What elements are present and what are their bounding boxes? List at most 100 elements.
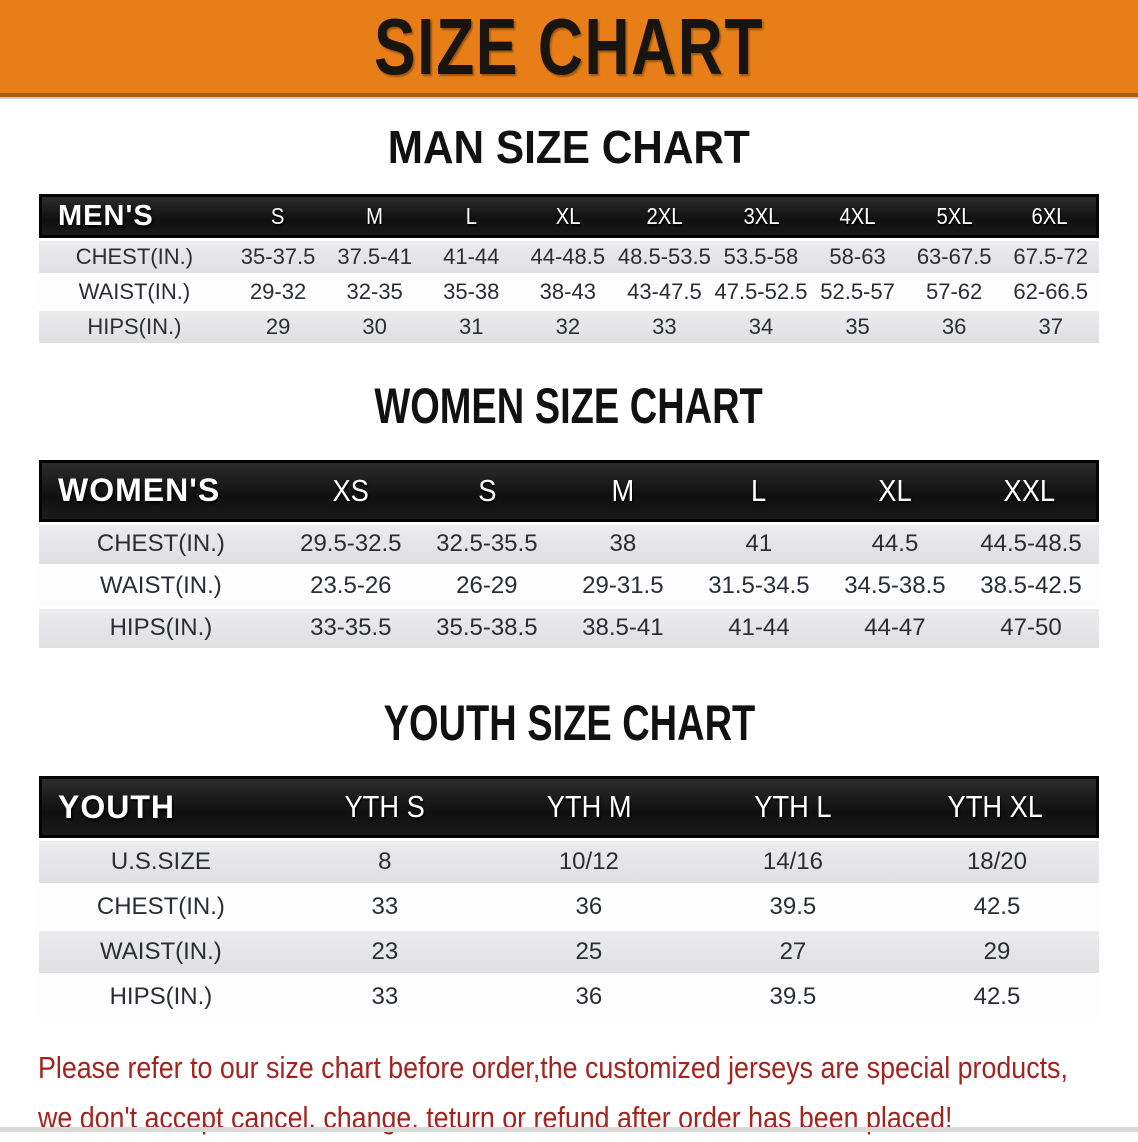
table-group-label: MEN'S	[58, 199, 154, 232]
mens-section-heading-text: MAN SIZE CHART	[387, 121, 751, 173]
size-value: 38.5-42.5	[962, 566, 1099, 606]
size-value: 35-37.5	[229, 241, 327, 274]
size-value: 36	[905, 311, 1003, 344]
size-value: 53.5-58	[712, 241, 810, 274]
size-column-header: S	[229, 194, 327, 239]
table-group-header-cell: MEN'S	[39, 194, 230, 239]
size-value: 29-32	[229, 276, 327, 309]
table-row: U.S.SIZE 8 10/12 14/16 18/20	[39, 841, 1099, 884]
size-column-header: L	[422, 194, 520, 239]
size-value: 62-66.5	[1002, 276, 1099, 309]
size-value: 42.5	[894, 886, 1099, 929]
size-column-label: XL	[878, 472, 912, 508]
size-value: 41-44	[422, 241, 520, 274]
table-group-label: WOMEN'S	[58, 472, 221, 509]
size-column-label: L	[465, 202, 477, 229]
size-column-header: YTH XL	[894, 776, 1099, 839]
size-column-header: XL	[519, 194, 617, 239]
table-row: WAIST(IN.) 23.5-26 26-29 29-31.5 31.5-34.5 34…	[39, 566, 1099, 606]
size-value: 44.5	[826, 524, 963, 564]
size-column-header: 2XL	[616, 194, 713, 239]
size-column-header: S	[418, 459, 555, 522]
size-column-label: M	[611, 472, 635, 508]
size-column-label: 3XL	[742, 202, 779, 229]
size-column-label: XXL	[1003, 472, 1056, 508]
size-column-header: YTH S	[282, 776, 487, 839]
size-column-label: 4XL	[839, 202, 876, 229]
size-column-header: XXL	[962, 459, 1099, 522]
size-column-header: 5XL	[905, 194, 1003, 239]
size-value: 38-43	[519, 276, 617, 309]
table-row: WAIST(IN.) 23 25 27 29	[39, 931, 1099, 974]
size-chart-banner: SIZE CHART	[0, 0, 1138, 97]
womens-section-heading: WOMEN SIZE CHART	[0, 380, 1138, 433]
size-value: 34	[712, 311, 810, 344]
size-chart-sections: MAN SIZE CHART MEN'S S M L XL 2XL 3XL 4XL 5XL 6XL C…	[0, 123, 1138, 1021]
size-value: 42.5	[894, 976, 1099, 1019]
size-value: 27	[690, 931, 895, 974]
size-value: 32.5-35.5	[418, 524, 555, 564]
womens-size-table: WOMEN'S XS S M L XL XXL CHEST(IN.) 29.5-32.5 32.5…	[39, 457, 1099, 651]
size-column-label: YTH M	[546, 789, 632, 825]
size-column-header: M	[326, 194, 423, 239]
table-row: CHEST(IN.) 35-37.5 37.5-41 41-44 44-48.5 48.5…	[39, 241, 1099, 274]
size-column-header: 3XL	[712, 194, 810, 239]
table-header-row: YOUTH YTH S YTH M YTH L YTH XL	[39, 776, 1099, 839]
size-column-label: YTH L	[754, 789, 832, 825]
size-column-label: XL	[555, 202, 581, 229]
size-value: 29	[229, 311, 327, 344]
youth-size-table: YOUTH YTH S YTH M YTH L YTH XL U.S.SIZE 8 10/12…	[39, 773, 1099, 1021]
size-column-label: L	[751, 472, 767, 508]
table-row: HIPS(IN.) 29 30 31 32 33 34 35 36 37	[39, 311, 1099, 344]
row-label: CHEST(IN.)	[39, 241, 230, 274]
table-row: HIPS(IN.) 33-35.5 35.5-38.5 38.5-41 41-44 44-…	[39, 608, 1099, 648]
footer-note: Please refer to our size chart before or…	[0, 1043, 1138, 1142]
size-value: 44-48.5	[519, 241, 617, 274]
size-value: 29.5-32.5	[282, 524, 419, 564]
mens-size-table: MEN'S S M L XL 2XL 3XL 4XL 5XL 6XL CHEST(IN.) 35-37…	[39, 191, 1099, 346]
size-value: 10/12	[486, 841, 691, 884]
size-column-header: L	[690, 459, 827, 522]
size-value: 32-35	[326, 276, 423, 309]
size-column-header: 6XL	[1002, 194, 1099, 239]
size-value: 39.5	[690, 976, 895, 1019]
size-column-header: YTH M	[486, 776, 691, 839]
size-column-header: M	[554, 459, 691, 522]
size-column-label: YTH S	[344, 789, 425, 825]
size-value: 23.5-26	[282, 566, 419, 606]
womens-section-heading-text: WOMEN SIZE CHART	[374, 378, 764, 435]
size-value: 41-44	[690, 608, 827, 648]
size-value: 52.5-57	[809, 276, 906, 309]
bottom-edge-strip	[0, 1127, 1138, 1132]
size-value: 47.5-52.5	[712, 276, 810, 309]
size-value: 47-50	[962, 608, 1099, 648]
footer-note-line-2: we don't accept cancel, change, teturn o…	[38, 1099, 953, 1135]
size-column-label: 2XL	[646, 202, 683, 229]
youth-section-heading: YOUTH SIZE CHART	[0, 697, 1138, 750]
row-label: U.S.SIZE	[39, 841, 283, 884]
size-value: 36	[486, 886, 691, 929]
size-value: 48.5-53.5	[616, 241, 713, 274]
size-column-header: XL	[826, 459, 963, 522]
section-mens: MAN SIZE CHART MEN'S S M L XL 2XL 3XL 4XL 5XL 6XL C…	[0, 123, 1138, 346]
size-value: 33-35.5	[282, 608, 419, 648]
size-value: 39.5	[690, 886, 895, 929]
size-value: 34.5-38.5	[826, 566, 963, 606]
table-group-header-cell: WOMEN'S	[39, 459, 283, 522]
size-value: 35.5-38.5	[418, 608, 555, 648]
size-column-label: YTH XL	[947, 789, 1044, 825]
size-value: 35	[809, 311, 906, 344]
section-womens: WOMEN SIZE CHART WOMEN'S XS S M L XL XXL CHEST(I…	[0, 380, 1138, 651]
size-column-label: S	[477, 472, 496, 508]
size-column-header: 4XL	[809, 194, 906, 239]
size-value: 41	[690, 524, 827, 564]
size-column-label: M	[366, 202, 384, 229]
size-value: 63-67.5	[905, 241, 1003, 274]
size-value: 57-62	[905, 276, 1003, 309]
size-value: 32	[519, 311, 617, 344]
table-row: CHEST(IN.) 29.5-32.5 32.5-35.5 38 41 44.5 44.5…	[39, 524, 1099, 564]
table-row: CHEST(IN.) 33 36 39.5 42.5	[39, 886, 1099, 929]
table-header-row: WOMEN'S XS S M L XL XXL	[39, 459, 1099, 522]
size-value: 18/20	[894, 841, 1099, 884]
size-value: 14/16	[690, 841, 895, 884]
